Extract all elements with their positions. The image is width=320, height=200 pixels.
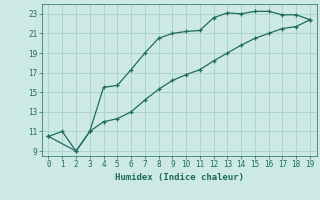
X-axis label: Humidex (Indice chaleur): Humidex (Indice chaleur): [115, 173, 244, 182]
